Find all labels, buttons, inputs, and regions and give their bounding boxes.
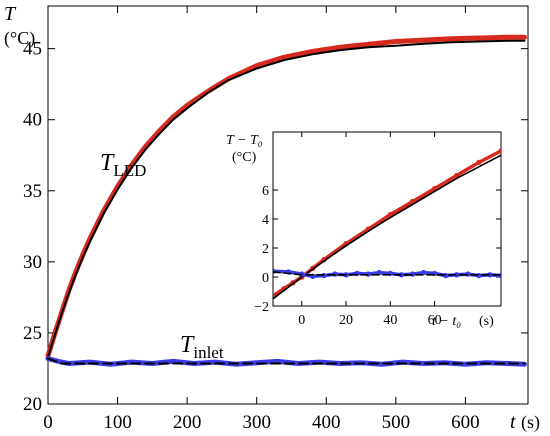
inset-series-inlet-point (498, 272, 501, 279)
inset-series-inlet-point (431, 270, 438, 277)
inset-series-led-point (476, 159, 482, 166)
inset-series-inlet-point (273, 268, 276, 274)
inset-series-led-fit-line (273, 154, 501, 300)
y-tick-label: 30 (23, 252, 42, 273)
inset-series-led-point (273, 293, 276, 299)
inset-series-inlet-point (321, 272, 327, 279)
inset-y-tick-label: −2 (254, 300, 269, 315)
inset-y-axis-label: T − T₀ (226, 133, 263, 148)
series-label-led-sub: LED (113, 161, 146, 180)
plot-frame (47, 5, 529, 405)
x-tick-label: 100 (103, 412, 132, 433)
series-label-led-main: T (100, 150, 115, 176)
series-t-led-line (45, 34, 527, 359)
inset-labels: T − T₀ (°C) t − t₀ (s) (226, 133, 494, 329)
inset-x-axis-label: t − t₀ (432, 314, 461, 329)
inset-plot: 0 20 40 60 −2 0 2 4 6 (254, 131, 502, 328)
series-t-led-fit-line (47, 39, 526, 359)
inset-y-tick-label: 4 (262, 213, 269, 228)
x-tick-label: 600 (451, 412, 480, 433)
inset-series-inlet-fit-line (273, 271, 501, 276)
y-tick-label: 40 (23, 110, 42, 131)
inset-series-inlet-point (387, 270, 393, 277)
inset-x-tick-label: 60 (428, 313, 442, 328)
inset-series-inlet-point (354, 270, 360, 277)
y-axis-label: T (4, 3, 17, 25)
y-tick-label: 25 (23, 323, 42, 344)
y-tick-label: 35 (23, 181, 42, 202)
inset-series-inlet-point (476, 272, 482, 279)
x-tick-label: 200 (173, 412, 202, 433)
series-label-led: TLED (100, 150, 146, 180)
series-label-inlet-main: T (180, 332, 195, 358)
x-tick-label: 400 (312, 412, 341, 433)
inset-series-inlet-point (443, 272, 449, 279)
x-tick-label: 300 (242, 412, 271, 433)
x-axis-unit: (s) (521, 412, 540, 433)
inset-x-tick-label: 20 (339, 313, 353, 328)
y-tick-label: 20 (23, 394, 42, 415)
main-labels: T (°C) t (s) TLED Tinlet (4, 3, 540, 433)
y-tick-label: 45 (23, 39, 42, 60)
series-t-inlet-fit-line (47, 357, 526, 365)
inset-x-tick-label: 40 (383, 313, 397, 328)
inset-y-tick-label: 6 (262, 184, 269, 199)
x-tick-label: 0 (43, 412, 53, 433)
series-label-inlet-sub: inlet (193, 343, 223, 362)
inset-x-axis-unit: (s) (479, 314, 494, 329)
x-axis-label: t (510, 411, 516, 433)
inset-x-tick-label: 0 (298, 313, 305, 328)
inset-series-led-point (498, 148, 501, 154)
x-tick-label: 500 (382, 412, 411, 433)
inset-y-tick-label: 0 (262, 271, 269, 286)
inset-y-axis-unit: (°C) (232, 150, 257, 165)
inset-y-tick-label: 2 (262, 242, 269, 257)
y-axis-unit: (°C) (4, 28, 35, 49)
inset-series-group (273, 148, 501, 300)
series-label-inlet: Tinlet (180, 332, 224, 362)
